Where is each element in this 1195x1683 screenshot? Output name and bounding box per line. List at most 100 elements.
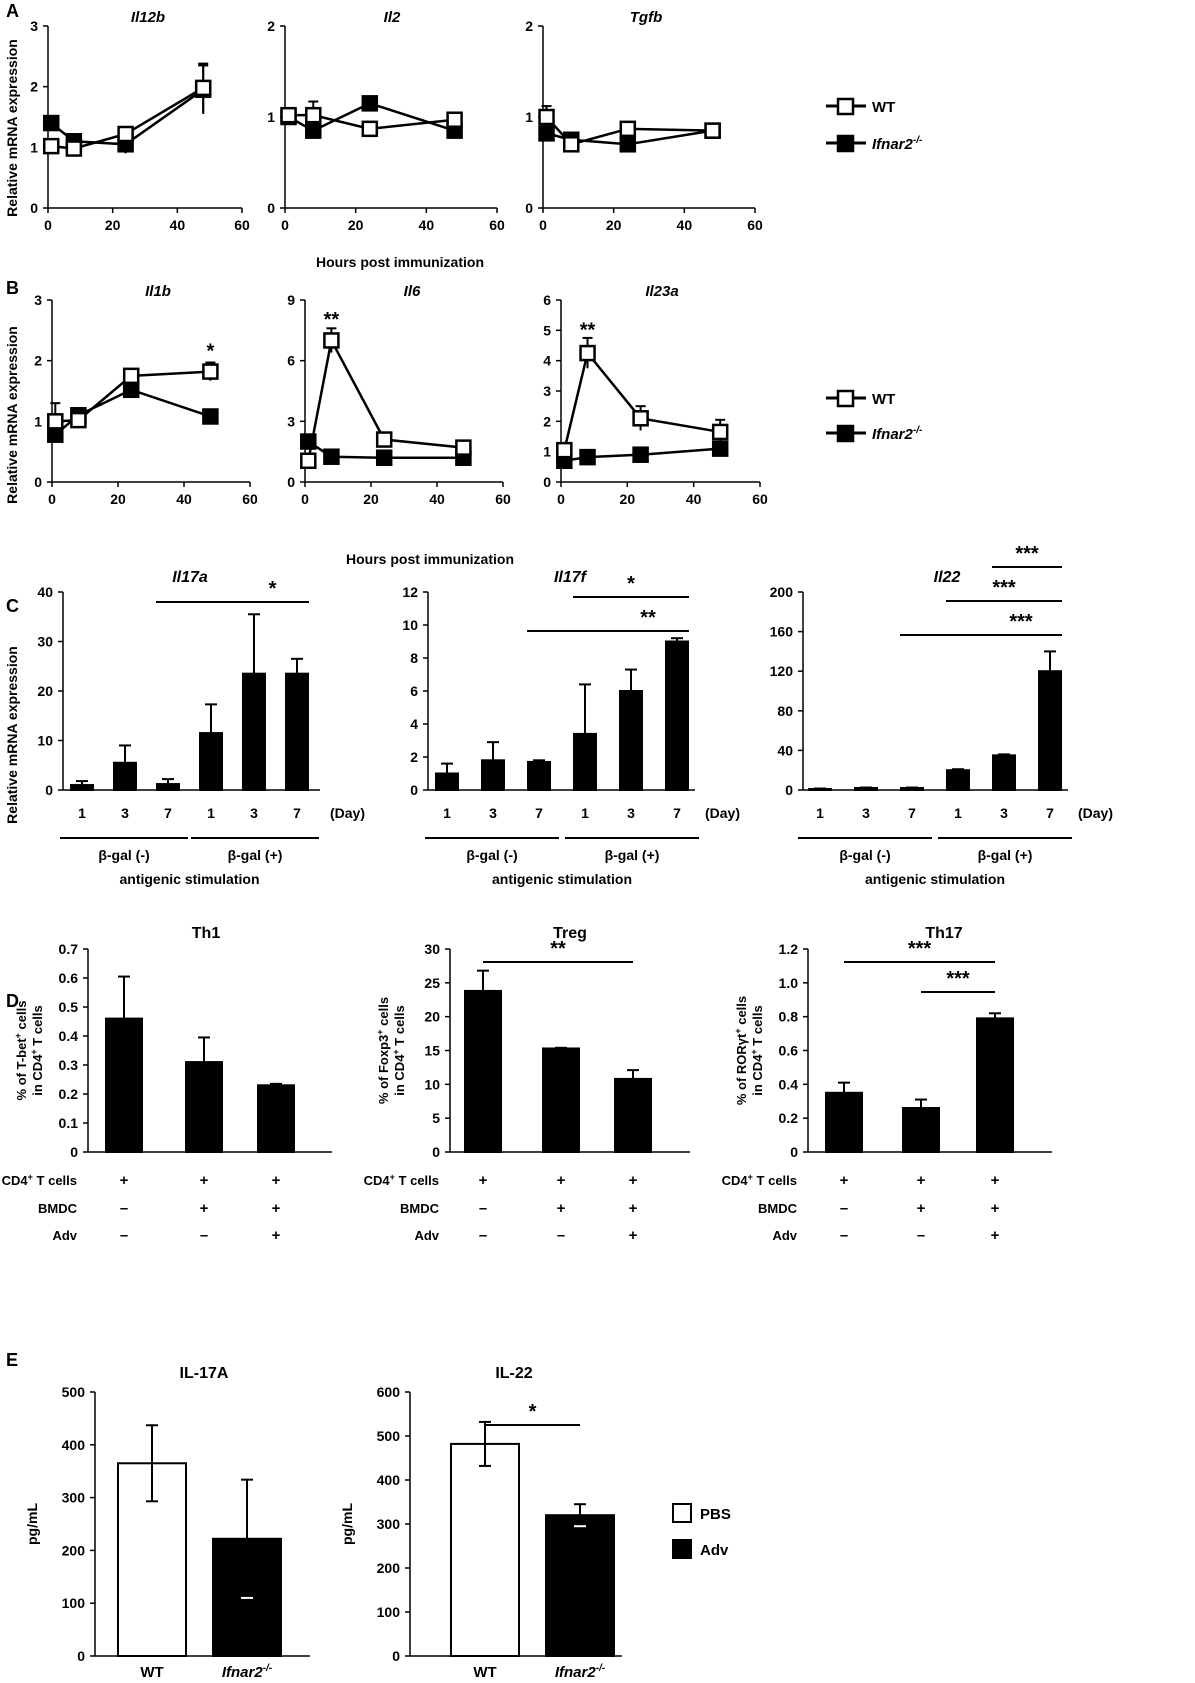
x-tick-label: 40 bbox=[429, 491, 445, 507]
y-tick-label: 1 bbox=[34, 413, 42, 429]
data-point bbox=[305, 106, 322, 124]
bar bbox=[435, 772, 459, 791]
y-tick-label: 0 bbox=[34, 474, 42, 490]
row-label-cd4: CD4+ T cells bbox=[722, 1172, 797, 1188]
row-symbol: + bbox=[629, 1200, 638, 1217]
row-symbol: + bbox=[272, 1200, 281, 1217]
bar bbox=[113, 761, 137, 792]
group-pos-label: β-gal (+) bbox=[228, 847, 283, 863]
data-point bbox=[579, 344, 596, 362]
bar bbox=[992, 754, 1016, 791]
chart-title: Il1b bbox=[145, 283, 171, 300]
row-symbol: – bbox=[557, 1227, 565, 1244]
bar bbox=[70, 784, 94, 791]
x-tick-label: 40 bbox=[419, 217, 435, 233]
x-tick-label: 1 bbox=[78, 805, 86, 821]
chart-title: Il6 bbox=[404, 283, 421, 300]
data-point bbox=[632, 446, 649, 463]
bar bbox=[545, 1514, 615, 1657]
row-symbol: + bbox=[991, 1172, 1000, 1189]
series-line bbox=[51, 86, 204, 150]
bar bbox=[156, 783, 180, 791]
y-tick-label: 3 bbox=[287, 413, 295, 429]
data-point bbox=[65, 140, 83, 157]
chart-d3: Th17 0 0.2 0.4 0.6 0.8 1.0 1.2 *** *** % of RORγt+… bbox=[722, 925, 1052, 1244]
legend-ko-label: Ifnar2-/- bbox=[872, 135, 923, 153]
y-tick-label: 1.2 bbox=[779, 941, 799, 957]
x-tick-label: 3 bbox=[1000, 805, 1008, 821]
significance-label: *** bbox=[1009, 611, 1033, 633]
row-label-adv: Adv bbox=[772, 1228, 797, 1243]
y-tick-label: 25 bbox=[424, 975, 440, 991]
row-label-bmdc: BMDC bbox=[758, 1201, 798, 1216]
chart-title: IL-22 bbox=[495, 1365, 532, 1382]
data-point bbox=[42, 114, 60, 132]
y-tick-label: 5 bbox=[432, 1110, 440, 1126]
x-tick-label: 3 bbox=[489, 805, 497, 821]
y-tick-label: 0.6 bbox=[59, 970, 79, 986]
y-tick-label: 10 bbox=[424, 1076, 440, 1092]
significance-label: ** bbox=[580, 319, 596, 341]
data-point bbox=[632, 410, 649, 427]
y-tick-label: 2 bbox=[410, 749, 418, 765]
row-symbol: – bbox=[200, 1227, 208, 1244]
y-tick-label: 400 bbox=[62, 1437, 86, 1453]
row-symbol: + bbox=[272, 1227, 281, 1244]
series-wt bbox=[280, 100, 463, 138]
y-tick-label: 2 bbox=[30, 79, 38, 95]
data-point bbox=[47, 413, 64, 430]
series-ifnar2 bbox=[556, 440, 729, 470]
bar bbox=[481, 759, 505, 791]
y-tick-label: 80 bbox=[777, 703, 793, 719]
series-line bbox=[546, 129, 713, 146]
series-line bbox=[288, 113, 455, 131]
y-tick-label: 1 bbox=[525, 109, 533, 125]
y-tick-label: 0.7 bbox=[59, 941, 79, 957]
row-symbol: + bbox=[840, 1172, 849, 1189]
y-tick-label: 300 bbox=[62, 1490, 86, 1506]
series-line bbox=[50, 88, 204, 146]
series-wt bbox=[42, 62, 212, 157]
data-point bbox=[563, 136, 580, 153]
bar bbox=[946, 769, 970, 792]
y-tick-label: 120 bbox=[770, 663, 794, 679]
x-tick-label: 40 bbox=[677, 217, 693, 233]
row-symbol: – bbox=[120, 1200, 128, 1217]
y-tick-label: 15 bbox=[424, 1043, 440, 1059]
significance-label: * bbox=[269, 578, 277, 600]
data-point bbox=[361, 120, 379, 138]
stim-label: antigenic stimulation bbox=[492, 871, 632, 887]
y-tick-label: 500 bbox=[377, 1428, 401, 1444]
chart-title: Th1 bbox=[192, 925, 221, 942]
group-neg-label: β-gal (-) bbox=[839, 847, 890, 863]
row-label-adv: Adv bbox=[414, 1228, 439, 1243]
chart-b1: Il1b 0 1 2 3 0 20 40 60 * bbox=[34, 283, 258, 507]
y-tick-label: 20 bbox=[37, 683, 53, 699]
x-tick-label: 7 bbox=[293, 805, 301, 821]
row-symbol: + bbox=[629, 1172, 638, 1189]
series-line bbox=[54, 388, 211, 436]
y-tick-label: 20 bbox=[424, 1009, 440, 1025]
group-neg-label: β-gal (-) bbox=[466, 847, 517, 863]
significance-label: * bbox=[627, 573, 635, 595]
legend-e: PBS Adv bbox=[672, 1503, 731, 1559]
y-axis-label: % of T-bet+ cells bbox=[13, 1001, 29, 1101]
y-axis-label-line2: in CD4+ T cells bbox=[29, 1005, 45, 1096]
group-pos-label: β-gal (+) bbox=[605, 847, 660, 863]
bar bbox=[619, 690, 643, 791]
y-tick-label: 40 bbox=[777, 742, 793, 758]
data-point bbox=[117, 125, 134, 143]
data-point bbox=[122, 367, 140, 385]
y-tick-label: 2 bbox=[267, 18, 275, 34]
row-symbol: – bbox=[840, 1227, 848, 1244]
chart-e1: IL-17A 0 100 200 300 400 500 pg/mL WT Ifnar2-/- bbox=[24, 1365, 310, 1681]
y-tick-label: 3 bbox=[34, 292, 42, 308]
x-tick-label: Ifnar2-/- bbox=[222, 1663, 273, 1681]
data-point bbox=[323, 332, 340, 349]
row-symbol: + bbox=[479, 1172, 488, 1189]
